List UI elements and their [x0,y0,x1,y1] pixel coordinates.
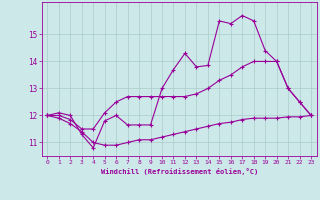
X-axis label: Windchill (Refroidissement éolien,°C): Windchill (Refroidissement éolien,°C) [100,168,258,175]
